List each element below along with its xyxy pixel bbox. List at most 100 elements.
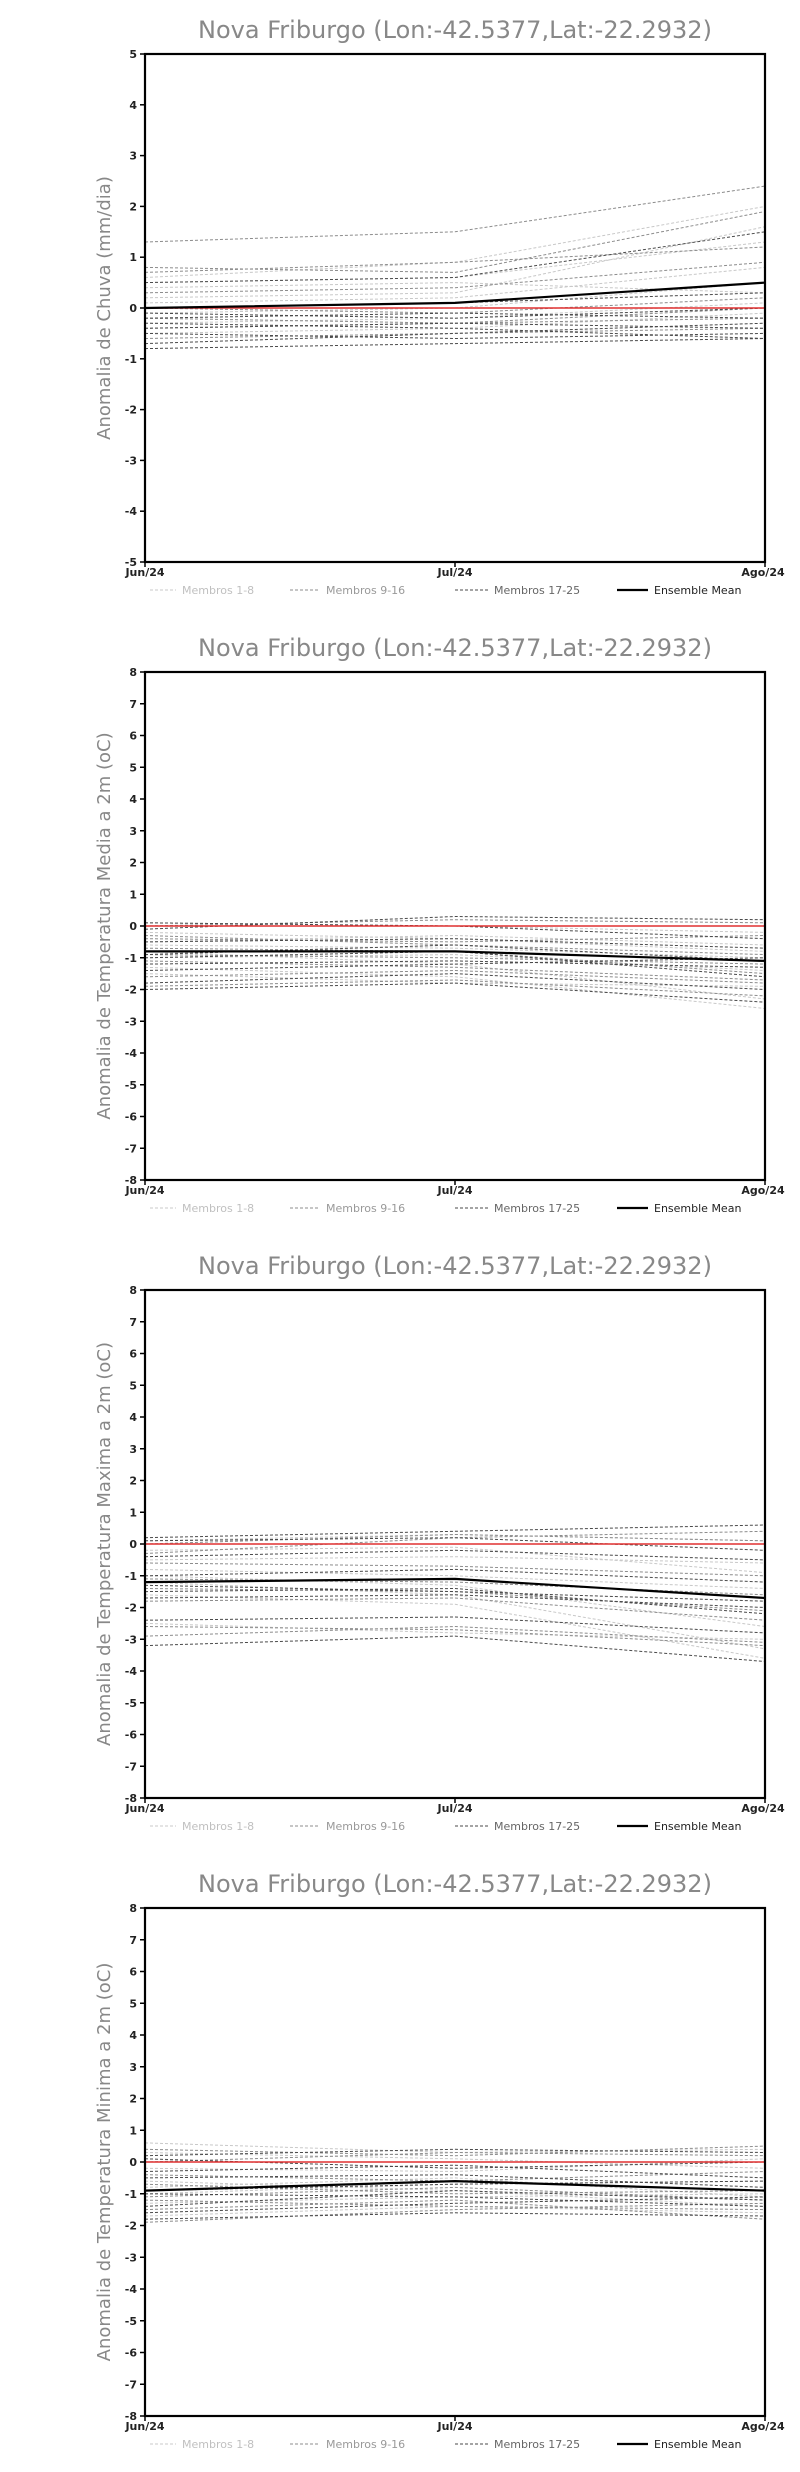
- member-line: [144, 2196, 766, 2214]
- y-axis-label: Anomalia de Temperatura Maxima a 2m (oC): [94, 1342, 115, 1746]
- member-line: [144, 332, 766, 340]
- y-tick-label: 7: [129, 698, 137, 711]
- legend-label: Membros 1-8: [182, 1820, 254, 1833]
- member-line: [144, 922, 766, 933]
- y-tick-label: -5: [125, 2315, 137, 2328]
- member-line: [144, 2190, 766, 2207]
- y-tick-label: -1: [125, 952, 137, 965]
- y-tick-label: 2: [129, 1475, 137, 1488]
- y-tick-label: -1: [125, 1570, 137, 1583]
- member-line: [144, 1625, 766, 1643]
- y-tick-label: -7: [125, 1142, 137, 1155]
- member-line: [144, 1594, 766, 1659]
- chart-title: Nova Friburgo (Lon:-42.5377,Lat:-22.2932…: [198, 16, 712, 44]
- legend-label: Membros 9-16: [326, 1202, 405, 1215]
- y-tick-label: -7: [125, 1760, 137, 1773]
- ensemble-mean-line: [144, 2179, 766, 2192]
- member-line: [144, 1622, 766, 1640]
- chart-panel-4: Nova Friburgo (Lon:-42.5377,Lat:-22.2932…: [94, 1870, 785, 2451]
- legend-label: Membros 17-25: [494, 1820, 580, 1833]
- x-tick-label: Jul/24: [436, 1802, 472, 1815]
- y-tick-label: -7: [125, 2378, 137, 2391]
- legend-label: Membros 17-25: [494, 2438, 580, 2451]
- y-tick-label: 4: [129, 1411, 137, 1424]
- y-tick-label: 4: [129, 2029, 137, 2042]
- y-tick-label: 2: [129, 857, 137, 870]
- member-line: [144, 2212, 766, 2220]
- y-tick-label: 8: [129, 666, 137, 679]
- member-line: [144, 317, 766, 324]
- member-line: [144, 1584, 766, 1602]
- x-tick-label: Jul/24: [436, 2420, 472, 2433]
- chart-title: Nova Friburgo (Lon:-42.5377,Lat:-22.2932…: [198, 634, 712, 662]
- x-tick-label: Jun/24: [124, 1802, 164, 1815]
- y-tick-label: -8: [125, 1174, 137, 1187]
- member-line: [144, 2199, 766, 2220]
- member-line: [144, 2171, 766, 2182]
- member-line: [144, 1524, 766, 1539]
- x-tick-label: Jun/24: [124, 1184, 164, 1197]
- x-tick-label: Ago/24: [741, 1802, 785, 1815]
- y-tick-label: 0: [129, 302, 137, 315]
- y-tick-label: -1: [125, 353, 137, 366]
- series-lines: [144, 915, 766, 1009]
- legend-label: Membros 1-8: [182, 584, 254, 597]
- y-tick-label: 5: [129, 1997, 137, 2010]
- series-lines: [144, 2142, 766, 2223]
- member-line: [144, 1594, 766, 1608]
- member-line: [144, 312, 766, 319]
- y-tick-label: -3: [125, 1633, 137, 1646]
- y-tick-label: -1: [125, 2188, 137, 2201]
- x-tick-label: Ago/24: [741, 2420, 785, 2433]
- member-line: [144, 960, 766, 981]
- legend-label: Membros 9-16: [326, 2438, 405, 2451]
- member-line: [144, 2183, 766, 2195]
- member-line: [144, 966, 766, 1009]
- x-tick-label: Jun/24: [124, 2420, 164, 2433]
- x-tick-label: Ago/24: [741, 1184, 785, 1197]
- member-line: [144, 226, 766, 299]
- member-line: [144, 1533, 766, 1545]
- legend: Membros 1-8 Membros 9-16 Membros 17-25 Ense…: [150, 584, 741, 597]
- series-lines: [144, 1524, 766, 1662]
- y-tick-label: 0: [129, 1538, 137, 1551]
- member-line: [144, 1562, 766, 1577]
- member-line: [144, 919, 766, 927]
- legend-label: Membros 9-16: [326, 584, 405, 597]
- y-tick-label: 5: [129, 48, 137, 61]
- member-line: [144, 973, 766, 990]
- member-line: [144, 1537, 766, 1551]
- member-line: [144, 2202, 766, 2223]
- legend-label: Membros 17-25: [494, 584, 580, 597]
- y-axis-label: Anomalia de Chuva (mm/dia): [94, 176, 115, 440]
- legend-label: Membros 1-8: [182, 2438, 254, 2451]
- y-tick-label: 5: [129, 761, 137, 774]
- member-line: [144, 954, 766, 965]
- y-tick-label: -6: [125, 1111, 138, 1124]
- member-line: [144, 246, 766, 273]
- y-tick-label: 3: [129, 2061, 137, 2074]
- y-tick-label: 2: [129, 200, 137, 213]
- y-tick-label: -2: [125, 984, 137, 997]
- y-tick-label: 4: [129, 99, 137, 112]
- member-line: [144, 979, 766, 997]
- member-line: [144, 934, 766, 946]
- legend: Membros 1-8 Membros 9-16 Membros 17-25 Ense…: [150, 1820, 741, 1833]
- member-line: [144, 2164, 766, 2179]
- member-line: [144, 944, 766, 962]
- member-line: [144, 960, 766, 968]
- member-line: [144, 1556, 766, 1564]
- member-line: [144, 2180, 766, 2192]
- member-line: [144, 1587, 766, 1615]
- member-line: [144, 1597, 766, 1621]
- chart-panel-3: Nova Friburgo (Lon:-42.5377,Lat:-22.2932…: [94, 1252, 785, 1833]
- member-line: [144, 938, 766, 949]
- member-line: [144, 1568, 766, 1583]
- member-line: [144, 322, 766, 329]
- legend-label: Membros 17-25: [494, 1202, 580, 1215]
- member-line: [144, 2177, 766, 2198]
- legend-label: Ensemble Mean: [654, 1820, 741, 1833]
- y-tick-label: 6: [129, 730, 137, 743]
- y-tick-label: 3: [129, 150, 137, 163]
